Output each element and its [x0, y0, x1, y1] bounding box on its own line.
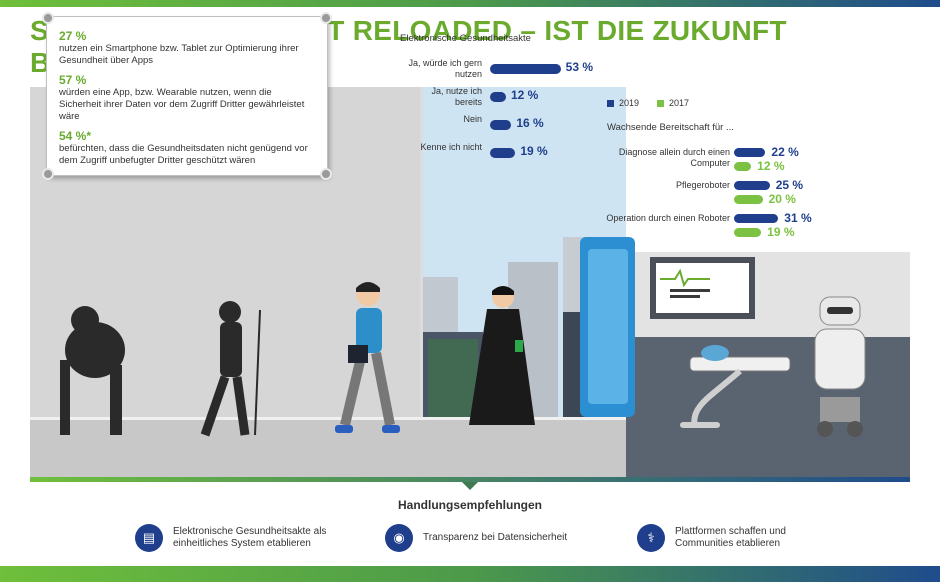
stat-text: befürchten, dass die Gesundheitsdaten ni… — [59, 143, 308, 166]
bar — [490, 148, 516, 158]
ape-figure — [60, 306, 125, 435]
bar — [490, 120, 512, 130]
hospital-bed — [680, 345, 791, 428]
pin-icon — [42, 12, 54, 24]
top-gradient-bar — [0, 0, 940, 7]
value-label: 25 % — [775, 178, 804, 192]
recommendation-text: Plattformen schaffen und Communities eta… — [675, 526, 786, 549]
matrix-man-figure — [469, 286, 535, 425]
value-label: 20 % — [768, 192, 796, 206]
robot-figure — [814, 296, 866, 437]
bar-group: Pflegeroboter 25 % 20 % — [600, 178, 880, 212]
stat-text: nutzen ein Smartphone bzw. Tablet zur Op… — [59, 43, 299, 66]
recommendation-item: ▤ Elektronische Gesundheitsakte als einh… — [135, 524, 353, 552]
stat-percent: 54 %* — [59, 129, 92, 143]
caduceus-icon: ⚕ — [637, 524, 665, 552]
glass-door — [580, 237, 635, 417]
category-label: Nein — [463, 114, 482, 124]
bar-2019 — [734, 181, 770, 190]
legend-item-2017: 2017 — [657, 98, 689, 108]
bar-row: Nein 16 % — [400, 114, 600, 142]
chart-title: Wachsende Bereitschaft für ... — [607, 122, 734, 133]
stat-text: würden eine App, bzw. Wearable nutzen, w… — [59, 87, 305, 122]
value-label: 19 % — [767, 225, 795, 239]
eye-icon: ◉ — [385, 524, 413, 552]
bar — [490, 92, 506, 102]
stat-percent: 27 % — [59, 29, 87, 43]
stat-percent: 57 % — [59, 73, 87, 87]
bar-2019 — [734, 148, 766, 157]
category-label: Ja, nutze ich bereits — [431, 86, 482, 107]
value-label: 53 % — [565, 60, 594, 74]
floor-line — [30, 417, 630, 420]
pin-icon — [42, 168, 54, 180]
sticky-note: 27 % nutzen ein Smartphone bzw. Tablet z… — [42, 12, 332, 180]
recommendation-item: ◉ Transparenz bei Datensicherheit — [385, 524, 603, 552]
value-label: 12 % — [511, 88, 539, 102]
recommendation-text: Elektronische Gesundheitsakte als einhei… — [173, 526, 327, 549]
bar-group: Operation durch einen Roboter 31 % 19 % — [600, 211, 880, 245]
monitor-screen — [650, 257, 755, 319]
legend-swatch — [607, 100, 614, 108]
recommendations-title: Handlungsempfehlungen — [398, 498, 542, 512]
bar-row: Kenne ich nicht 19 % — [400, 142, 600, 170]
bar-group: Diagnose allein durch einen Computer 22 %… — [600, 145, 880, 179]
document-icon: ▤ — [135, 524, 163, 552]
pin-icon — [320, 168, 332, 180]
legend-item-2019: 2019 — [607, 98, 639, 108]
bar — [490, 64, 561, 74]
legend-swatch — [657, 100, 665, 108]
value-label: 12 % — [757, 159, 785, 173]
category-label: Operation durch einen Roboter — [606, 213, 730, 223]
bar-2017 — [734, 162, 752, 171]
category-label: Pflegeroboter — [675, 180, 730, 190]
divider-band — [30, 477, 910, 482]
value-label: 22 % — [771, 145, 799, 159]
value-label: 19 % — [520, 144, 548, 158]
caveman-figure — [200, 301, 261, 437]
recommendation-item: ⚕ Plattformen schaffen und Communities e… — [637, 524, 825, 552]
value-label: 31 % — [784, 211, 812, 225]
category-label: Ja, würde ich gern nutzen — [408, 58, 482, 79]
bar-2019 — [734, 214, 779, 223]
bar-2017 — [734, 195, 763, 204]
modern-man-figure — [335, 282, 400, 433]
pin-icon — [320, 12, 332, 24]
category-label: Diagnose allein durch einen Computer — [618, 147, 730, 168]
chart-title: Elektronische Gesundheitsakte — [400, 33, 531, 44]
bar-row: Ja, nutze ich bereits 12 % — [400, 86, 600, 114]
recommendation-text: Transparenz bei Datensicherheit — [423, 532, 568, 543]
floor — [30, 417, 630, 477]
bar-row: Ja, würde ich gern nutzen 53 % — [400, 58, 600, 86]
bottom-gradient-bar — [0, 566, 940, 582]
category-label: Kenne ich nicht — [420, 142, 482, 152]
chart-gesundheitsakte: Elektronische Gesundheitsakte Ja, würde … — [400, 33, 600, 170]
bar-2017 — [734, 228, 762, 237]
arrow-down-icon — [462, 482, 478, 490]
chart-legend: 2019 2017 — [607, 98, 689, 108]
value-label: 16 % — [516, 116, 544, 130]
